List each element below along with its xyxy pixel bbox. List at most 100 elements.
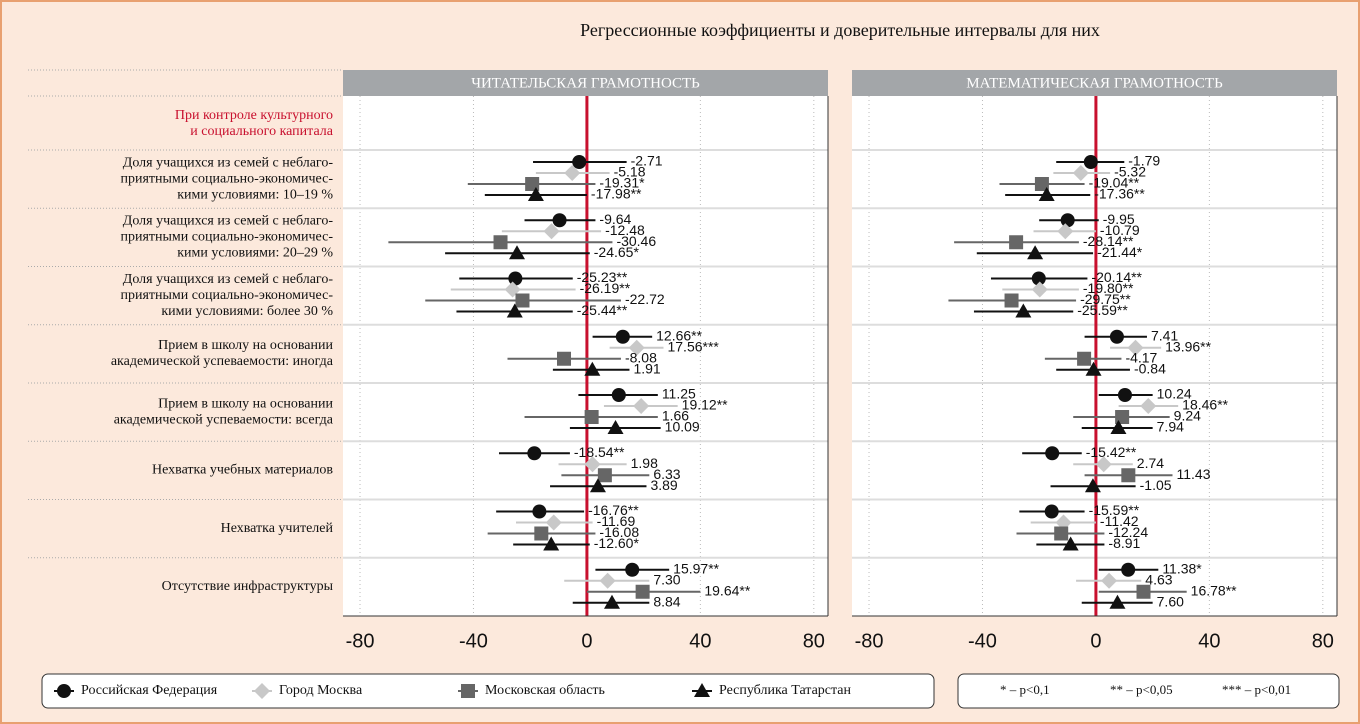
value-label: 10.24 (1157, 386, 1192, 402)
x-tick-label: 40 (689, 630, 711, 652)
value-label: 1.98 (631, 455, 658, 471)
marker (543, 223, 560, 240)
row-label: Отсутствие инфраструктуры (162, 579, 334, 594)
value-label: -30.46 (616, 233, 656, 249)
value-label: -18.54** (574, 444, 625, 460)
row-label: Прием в школу на основании (158, 396, 333, 411)
marker (1034, 177, 1049, 191)
row-label: академической успеваемости: иногда (111, 354, 334, 369)
x-tick-label: 0 (581, 630, 592, 652)
value-label: 9.24 (1174, 408, 1201, 424)
series: -5.18 -12.48 -26.19** 17.56*** 19.12** 1.98 -1… (450, 164, 728, 589)
value-label: -1.05 (1140, 477, 1172, 493)
value-label: -16.08 (599, 524, 639, 540)
value-label: -22.72 (625, 291, 665, 307)
marker (527, 446, 542, 461)
marker (527, 187, 544, 201)
x-tick-label: 80 (1312, 630, 1334, 652)
value-label: -29.75** (1080, 291, 1131, 307)
marker (515, 293, 530, 308)
panel-header (852, 70, 1337, 96)
value-label: 17.56*** (667, 338, 719, 354)
value-label: 11.38* (1162, 560, 1202, 576)
note: * – p<0,1 (1000, 682, 1050, 697)
value-label: 7.30 (653, 571, 680, 587)
marker (1101, 572, 1118, 589)
row-label: академической успеваемости: всегда (114, 412, 334, 427)
marker (1121, 468, 1136, 483)
legend-marker (254, 683, 270, 699)
notes-box (957, 673, 1340, 709)
value-label: -25.59** (1077, 302, 1128, 318)
value-label: -9.64 (599, 211, 631, 227)
value-label: -28.14** (1083, 233, 1134, 249)
marker (506, 303, 523, 318)
row-label: Доля учащихся из семей с неблаго- (123, 155, 334, 170)
note: ** – p<0,05 (1110, 682, 1173, 697)
series: -2.71 -9.64 -25.23** 12.66** 11.25 -18.54** -1… (459, 153, 720, 577)
marker (1031, 271, 1046, 286)
value-label: 7.94 (1157, 419, 1184, 435)
value-label: -8.08 (625, 349, 657, 365)
value-label: 19.12** (682, 397, 728, 413)
value-label: -4.17 (1125, 349, 1157, 365)
row-label: Нехватка учебных материалов (152, 463, 333, 478)
x-tick-label: 0 (1090, 630, 1101, 652)
marker (584, 456, 601, 473)
marker (633, 398, 650, 414)
marker (1045, 446, 1060, 461)
series: -17.36** -21.44* -25.59** -0.84 7.94 -1.05 -8.… (973, 186, 1184, 609)
value-label: -9.95 (1103, 211, 1135, 227)
marker (1015, 303, 1032, 318)
value-label: 19.64** (704, 582, 750, 598)
marker (1117, 388, 1132, 402)
section-label: и социального капитала (190, 124, 334, 139)
value-label: 12.66** (656, 327, 702, 343)
marker (525, 177, 540, 191)
value-label: 4.63 (1145, 571, 1172, 587)
marker (607, 420, 624, 434)
marker (1027, 245, 1044, 260)
value-label: -25.44** (577, 302, 628, 318)
value-label: -17.98** (591, 186, 642, 202)
marker (1109, 329, 1124, 344)
value-label: -10.79 (1100, 222, 1140, 238)
value-label: 3.89 (650, 477, 677, 493)
row-label: кими условиями: 10–19 % (177, 187, 333, 202)
marker (1085, 361, 1102, 376)
marker (1121, 562, 1136, 577)
row-label: Доля учащихся из семей с неблаго- (123, 272, 334, 287)
x-tick-label: 40 (1198, 630, 1220, 652)
marker (1031, 281, 1048, 298)
section-label: При контроле культурного (175, 108, 333, 123)
value-label: -12.60* (594, 535, 640, 551)
marker (552, 213, 567, 228)
marker (508, 271, 523, 286)
value-label: -0.84 (1134, 360, 1166, 376)
marker (1109, 594, 1126, 609)
legend-box (41, 673, 935, 709)
value-label: 7.60 (1157, 593, 1184, 609)
value-label: 2.74 (1137, 455, 1164, 471)
marker (625, 562, 640, 577)
series: -17.98** -24.65* -25.44** 1.91 10.09 3.89 -12.… (445, 186, 700, 609)
legend-marker (57, 684, 71, 698)
marker (557, 351, 572, 366)
value-label: 16.78** (1191, 582, 1237, 598)
row-label: приятными социально-экономичес- (120, 171, 333, 186)
row-label: кими условиями: 20–29 % (177, 246, 333, 261)
row-label: приятными социально-экономичес- (120, 230, 333, 245)
marker (509, 245, 526, 260)
value-label: 8.84 (653, 593, 680, 609)
legend-label: Город Москва (279, 683, 363, 698)
marker (493, 235, 508, 250)
marker (1127, 339, 1144, 356)
marker (545, 514, 562, 531)
value-label: 11.43 (1176, 466, 1210, 482)
marker (1084, 478, 1101, 493)
value-label: 7.41 (1151, 327, 1178, 343)
panel-header (343, 70, 828, 96)
value-label: -19.80** (1083, 280, 1134, 296)
value-label: -20.14** (1091, 269, 1142, 285)
